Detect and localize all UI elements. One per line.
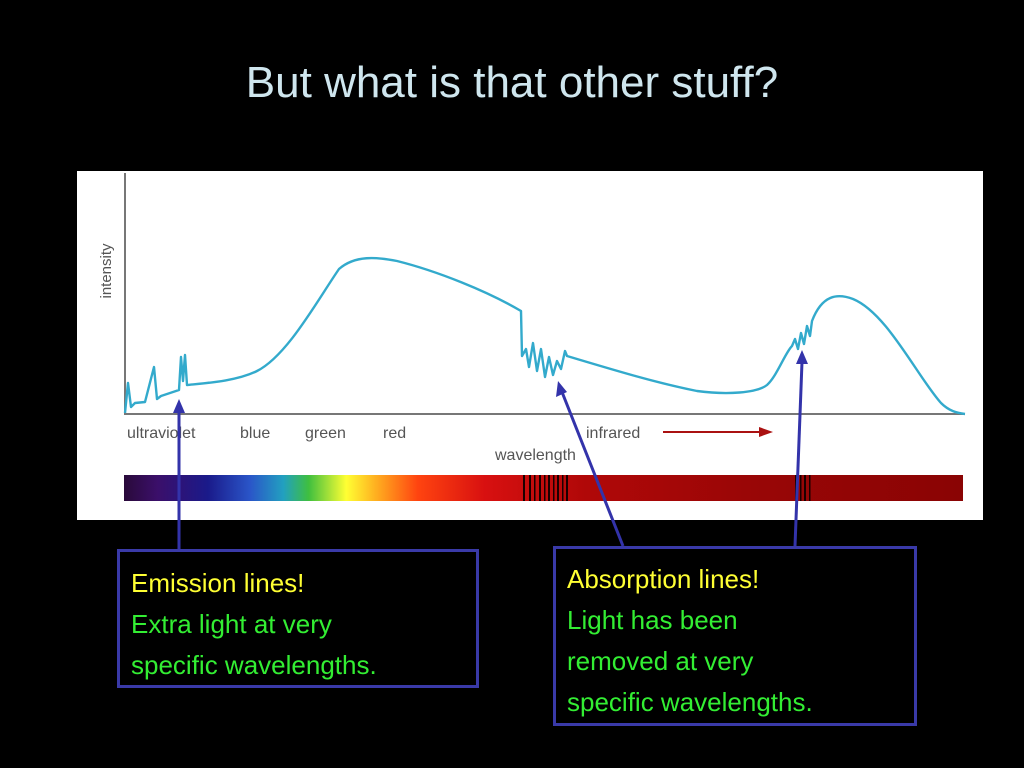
y-axis-label: intensity [98, 243, 115, 299]
emission-callout-line-2: specific wavelengths. [131, 650, 377, 680]
emission-callout-line-1: Extra light at very [131, 609, 332, 639]
emission-callout: Emission lines! Extra light at very spec… [117, 549, 479, 688]
x-axis-label: wavelength [494, 447, 576, 464]
band-label-red: red [383, 425, 406, 442]
absorption-callout-line-3: specific wavelengths. [567, 687, 813, 717]
band-label-infrared: infrared [586, 425, 640, 442]
band-label-blue: blue [240, 425, 270, 442]
absorption-callout-heading: Absorption lines! [567, 564, 760, 594]
infrared-arrow [663, 427, 773, 437]
spectrum-curve [123, 256, 966, 416]
band-label-green: green [305, 425, 346, 442]
absorption-callout-line-2: removed at very [567, 646, 754, 676]
absorption-callout-line-1: Light has been [567, 605, 738, 635]
spectrum-figure: intensity ultraviolet blue green red inf… [77, 171, 983, 520]
emission-callout-heading: Emission lines! [131, 568, 305, 598]
absorption-callout: Absorption lines! Light has been removed… [553, 546, 917, 726]
spectrum-diagram: intensity ultraviolet blue green red inf… [98, 173, 966, 501]
band-label-ultraviolet: ultraviolet [127, 425, 196, 442]
spectrum-color-bar [124, 475, 963, 501]
slide-title: But what is that other stuff? [245, 58, 779, 107]
